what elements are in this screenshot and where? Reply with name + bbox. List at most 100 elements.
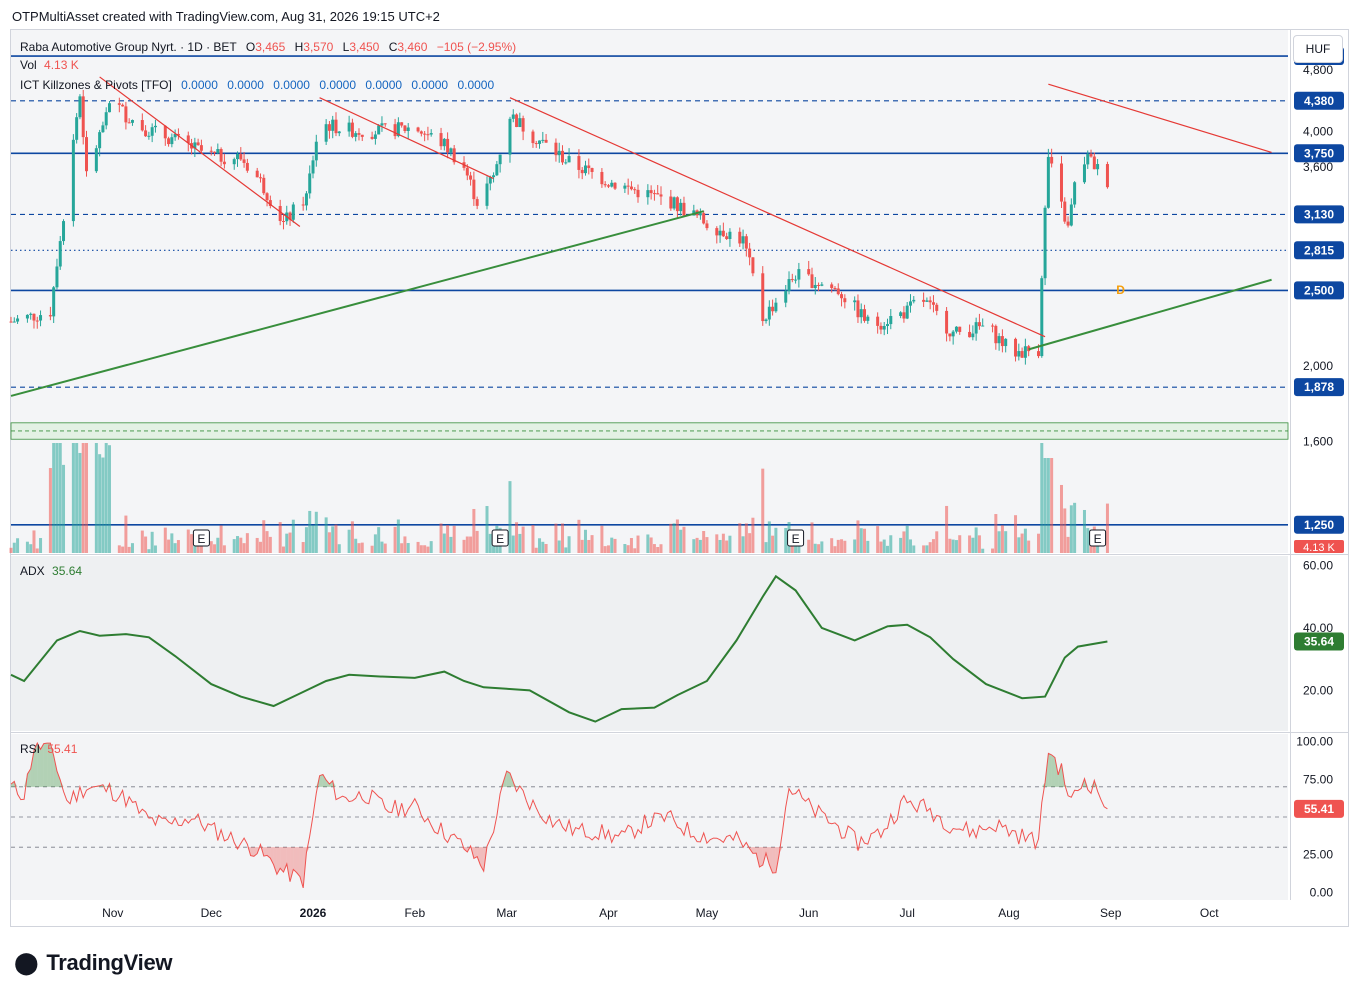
volume-bar — [25, 541, 29, 553]
candle — [945, 307, 949, 342]
volume-bar — [311, 525, 315, 553]
volume-bar — [1063, 508, 1067, 553]
volume-bar — [974, 527, 978, 553]
candle-body — [314, 141, 318, 161]
candle — [439, 127, 443, 150]
candle — [534, 140, 538, 148]
rsi-axis-tick: 0.00 — [1310, 885, 1334, 899]
candle — [304, 191, 308, 211]
candle — [928, 296, 932, 310]
rsi-oversold-fill — [1031, 847, 1036, 849]
candle-body — [813, 284, 817, 289]
candle-body — [882, 326, 886, 330]
candle-body — [393, 124, 397, 137]
currency-button[interactable]: HUF — [1293, 35, 1343, 63]
volume-bar — [75, 443, 79, 553]
candle — [117, 97, 121, 113]
price-level-badge — [1294, 241, 1344, 260]
candle-body — [150, 127, 154, 136]
volume-bar — [245, 533, 249, 553]
rsi-value-label: 55.41 — [1304, 802, 1334, 816]
rsi-overbought-fill — [47, 743, 51, 787]
rsi-legend[interactable]: RSI 55.41 — [20, 742, 77, 756]
candle — [603, 181, 607, 188]
candle — [400, 122, 404, 128]
candle-body — [268, 200, 272, 206]
volume-bar — [337, 544, 341, 553]
candle — [144, 125, 148, 137]
symbol-name[interactable]: Raba Automotive Group Nyrt. · 1D · BET — [20, 40, 237, 54]
volume-bar — [1086, 528, 1090, 553]
candle — [196, 138, 200, 146]
ict-legend[interactable]: ICT Killzones & Pivots [TFO] 0.0000 0.00… — [20, 78, 494, 92]
candle — [813, 277, 817, 295]
volume-bar — [331, 526, 335, 553]
candle — [331, 115, 335, 139]
candle-body — [442, 138, 446, 147]
candle-body — [764, 319, 768, 322]
candle-body — [1046, 156, 1050, 208]
x-axis-tick: Jul — [900, 906, 915, 920]
volume-bar — [232, 539, 236, 553]
adx-legend[interactable]: ADX 35.64 — [20, 564, 82, 578]
candle — [974, 317, 978, 341]
volume-bar — [977, 535, 981, 553]
candle-body — [840, 294, 844, 299]
candle-body — [370, 136, 374, 139]
volume-bar — [774, 527, 778, 553]
volume-bar — [104, 443, 108, 553]
price-level-badge — [1294, 91, 1344, 110]
candle-body — [1004, 338, 1008, 347]
volume-bar — [534, 547, 538, 553]
earnings-marker-label: E — [197, 532, 205, 546]
candle — [698, 208, 702, 220]
volume-bar — [902, 531, 906, 553]
candle-body — [908, 301, 912, 306]
candle — [741, 229, 745, 250]
candle-body — [771, 306, 775, 312]
candle — [774, 297, 778, 313]
volume-bar — [728, 535, 732, 553]
candle-body — [465, 167, 469, 176]
volume-bar — [954, 540, 958, 553]
candle-body — [958, 326, 962, 332]
rsi-pane — [11, 734, 1288, 900]
candle-body — [922, 299, 926, 302]
candle — [515, 113, 519, 128]
candle — [1082, 156, 1086, 184]
volume-bar — [931, 539, 935, 553]
volume-bar — [715, 534, 719, 553]
candle-body — [144, 130, 148, 137]
volume-bar — [9, 547, 13, 553]
attribution-text: OTPMultiAsset created with TradingView.c… — [12, 9, 440, 24]
candle-body — [669, 196, 673, 209]
candle-body — [682, 202, 686, 216]
candle-body — [577, 156, 581, 170]
candle-body — [981, 325, 985, 327]
candle — [876, 312, 880, 334]
candle — [971, 325, 975, 341]
volume-bar — [790, 544, 794, 553]
tradingview-logo[interactable]: ⬤ TradingView — [14, 950, 173, 976]
candle — [1105, 161, 1109, 189]
candle-body — [544, 139, 548, 143]
candle — [232, 157, 236, 170]
volume-bar — [360, 542, 364, 553]
rsi-oversold-fill — [759, 847, 763, 868]
volume-bar — [419, 545, 423, 553]
candle — [725, 232, 729, 240]
volume-bar — [124, 515, 128, 553]
volume-bar — [472, 508, 476, 553]
candle — [35, 316, 39, 329]
volume-bar — [718, 539, 722, 553]
candle-body — [886, 324, 890, 327]
volume-bar — [222, 545, 226, 553]
volume-bar — [347, 529, 351, 553]
price-level-label: 1,878 — [1304, 380, 1334, 394]
rsi-oversold-fill — [267, 847, 271, 859]
ict-value: 0.0000 — [457, 78, 495, 92]
candle — [498, 154, 502, 173]
volume-legend[interactable]: Vol 4.13 K — [20, 58, 79, 72]
candle — [426, 126, 430, 141]
